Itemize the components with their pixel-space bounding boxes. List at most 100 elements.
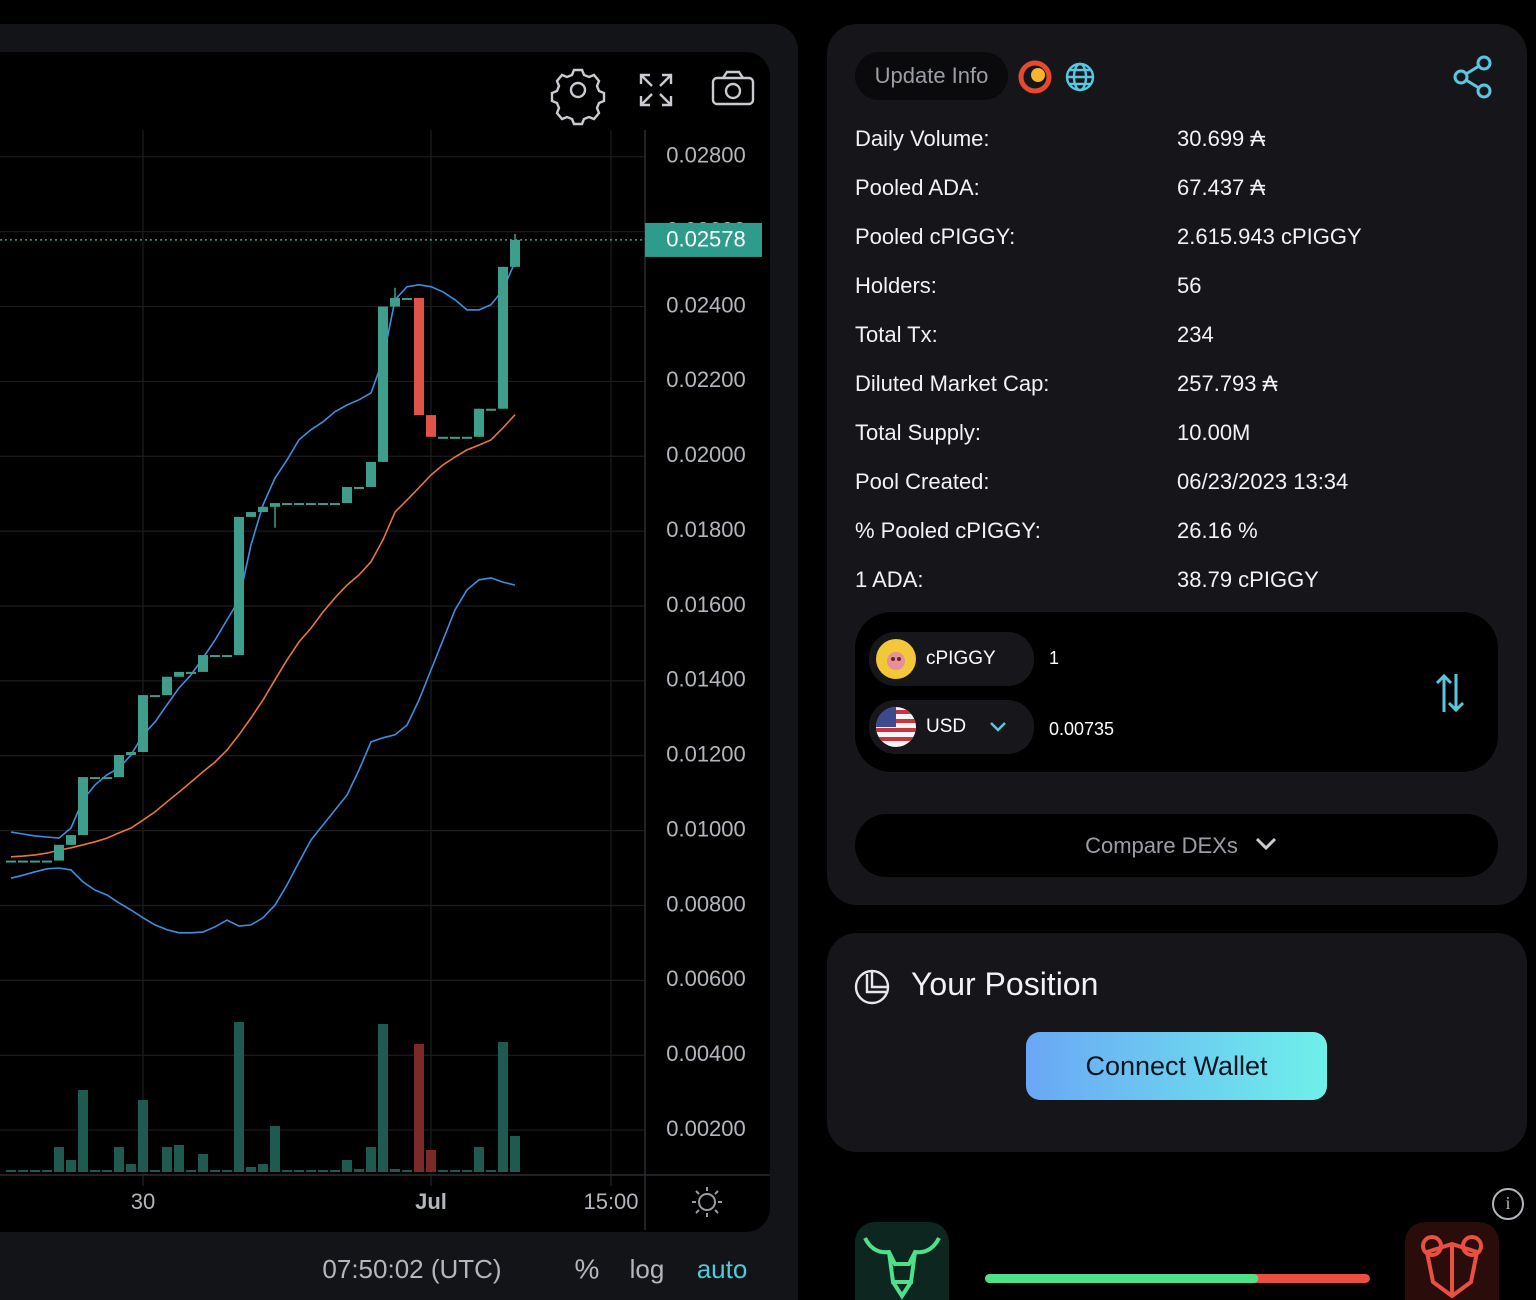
candle-body	[246, 512, 256, 517]
dex-icon[interactable]	[1018, 60, 1052, 94]
volume-bar	[318, 1170, 328, 1172]
candle-body	[6, 860, 16, 863]
volume-bar	[294, 1170, 304, 1172]
auto-toggle[interactable]: auto	[697, 1254, 748, 1284]
info-label: Daily Volume:	[855, 126, 990, 151]
volume-bar	[102, 1170, 112, 1172]
y-tick-label: 0.01600	[666, 592, 746, 617]
plot-area	[0, 130, 645, 1175]
connect-wallet-button[interactable]: Connect Wallet	[1026, 1032, 1327, 1100]
volume-bar	[354, 1169, 364, 1172]
website-icon[interactable]	[1063, 60, 1097, 94]
percent-toggle[interactable]: %	[575, 1253, 600, 1284]
info-value: 2.615.943 cPIGGY	[1177, 224, 1362, 249]
candle-body	[162, 676, 172, 696]
y-tick-label: 0.01400	[666, 667, 746, 692]
share-button[interactable]	[1451, 54, 1495, 100]
dex-icon-ring	[1018, 60, 1052, 94]
y-tick-label: 0.01200	[666, 742, 746, 767]
to-token-select[interactable]: USD	[869, 700, 1034, 754]
candle-body	[474, 408, 484, 437]
candle-body	[270, 503, 280, 507]
volume-bar	[138, 1100, 148, 1172]
info-label: 1 ADA:	[855, 567, 924, 592]
candle-body	[294, 503, 304, 506]
candle-body	[306, 503, 316, 506]
volume-bar	[6, 1170, 16, 1172]
y-tick-label: 0.00400	[666, 1041, 746, 1066]
pool-info-card: Update Info Daily Volume: 30.699 ₳ Pooled …	[827, 24, 1527, 905]
swap-direction-button[interactable]	[1433, 670, 1467, 716]
bull-icon	[863, 1237, 941, 1300]
update-info-button[interactable]: Update Info	[855, 52, 1008, 100]
candle-body	[450, 436, 460, 439]
settings-button[interactable]	[550, 68, 606, 126]
compare-dexs-label: Compare DEXs	[1085, 833, 1238, 858]
last-price-box	[645, 222, 762, 257]
token-chevron	[990, 722, 1006, 732]
position-title: Your Position	[911, 966, 1099, 1002]
chart-panel: 07:50:02 (UTC) % log auto 0.028000.02600…	[0, 24, 798, 1300]
usd-flag	[876, 707, 916, 747]
candle-body	[66, 835, 76, 845]
candle-body	[318, 503, 328, 506]
from-token-select[interactable]: cPIGGY	[869, 632, 1034, 686]
candle-body	[186, 671, 196, 674]
volume-bar	[198, 1154, 208, 1172]
candle-body	[330, 503, 340, 506]
fullscreen-button[interactable]	[639, 73, 673, 107]
volume-bar	[114, 1147, 124, 1172]
cpiggy-icon	[876, 639, 916, 679]
globe	[1065, 62, 1095, 92]
candle-body	[90, 777, 100, 780]
volume-bar	[54, 1147, 64, 1172]
candle-body	[390, 297, 400, 307]
candle-body	[150, 695, 160, 698]
volume-bar	[414, 1044, 424, 1172]
y-tick-label: 0.02800	[666, 143, 746, 168]
volume-bar	[126, 1164, 136, 1172]
volume-bar	[498, 1042, 508, 1172]
volume-bar	[342, 1160, 352, 1172]
volume-bar	[282, 1170, 292, 1172]
volume-bar	[162, 1147, 172, 1172]
info-button[interactable]	[1492, 1188, 1524, 1220]
sentiment: i	[855, 1188, 1524, 1300]
volume-bar	[150, 1170, 160, 1172]
info-label: Total Tx:	[855, 322, 938, 347]
candle-body	[222, 655, 232, 658]
bear-icon	[1421, 1235, 1483, 1299]
y-tick-label: 0.01800	[666, 517, 746, 542]
band-line	[10, 414, 516, 858]
info-label: Holders:	[855, 273, 937, 298]
candle-body	[258, 506, 268, 513]
compare-dexs-button[interactable]: Compare DEXs	[855, 814, 1498, 877]
candle-body	[42, 860, 52, 863]
volume-bar	[18, 1170, 28, 1172]
candle-body	[510, 239, 520, 267]
candle-body	[462, 436, 472, 439]
chart-toolbar	[550, 68, 755, 126]
volume-bar	[378, 1024, 388, 1172]
theme-toggle[interactable]	[692, 1187, 722, 1217]
volume-bar	[402, 1170, 412, 1172]
bull-badge[interactable]	[855, 1222, 949, 1300]
info-label: Pool Created:	[855, 469, 990, 494]
y-tick-label: 0.02400	[666, 292, 746, 317]
log-toggle[interactable]: log	[630, 1254, 665, 1284]
candle-body	[498, 266, 508, 409]
candle-body	[402, 297, 412, 300]
volume-bar	[270, 1126, 280, 1172]
info-glyph: i	[1505, 1193, 1510, 1213]
to-amount[interactable]: 0.00735	[1049, 719, 1115, 739]
volume-bar	[78, 1090, 88, 1172]
screenshot-button[interactable]	[711, 70, 755, 106]
bullish-bar	[985, 1274, 1259, 1283]
volume-bar	[462, 1170, 472, 1172]
candle-body	[282, 503, 292, 506]
candle-body	[18, 860, 28, 863]
volume-bar	[234, 1022, 244, 1172]
from-amount[interactable]: 1	[1049, 648, 1060, 668]
volume-bar	[306, 1170, 316, 1172]
